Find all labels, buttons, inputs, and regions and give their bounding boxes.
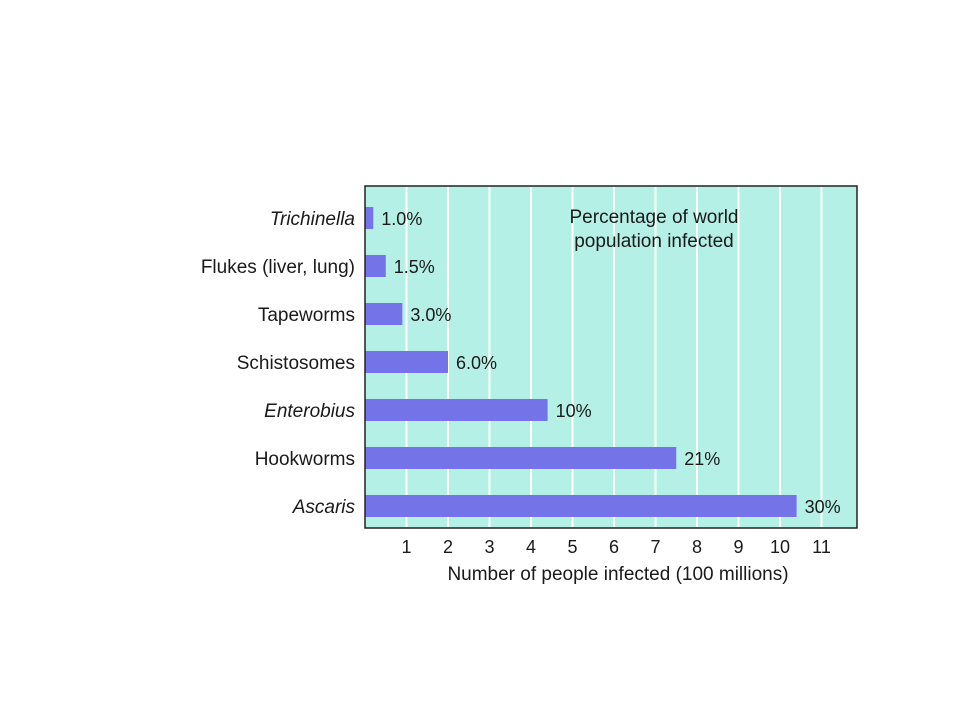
x-tick-label: 2 xyxy=(443,537,453,557)
x-tick-label: 6 xyxy=(609,537,619,557)
bar-value-label: 30% xyxy=(805,497,841,517)
plot-frame xyxy=(364,185,858,529)
x-tick-labels: 1 2 3 4 5 6 7 8 9 10 11 xyxy=(401,537,830,557)
bar xyxy=(365,399,548,421)
bar xyxy=(365,303,403,325)
category-labels: Trichinella Flukes (liver, lung) Tapeworms… xyxy=(201,209,356,518)
x-tick-label: 9 xyxy=(733,537,743,557)
x-tick-label: 5 xyxy=(567,537,577,557)
bar-value-label: 1.0% xyxy=(381,209,422,229)
bar-value-label: 10% xyxy=(556,401,592,421)
x-tick-label: 4 xyxy=(526,537,536,557)
data-labels: 1.0% 1.5% 3.0% 6.0% 10% 21% 30% xyxy=(381,209,840,517)
bar-value-label: 3.0% xyxy=(410,305,451,325)
x-tick-label: 8 xyxy=(692,537,702,557)
x-tick-label: 10 xyxy=(770,537,790,557)
bar xyxy=(365,351,448,373)
x-tick-label: 3 xyxy=(484,537,494,557)
bar xyxy=(365,255,386,277)
category-label: Tapeworms xyxy=(258,305,355,326)
category-label: Enterobius xyxy=(264,401,355,422)
category-label: Flukes (liver, lung) xyxy=(201,257,355,278)
x-tick-label: 1 xyxy=(401,537,411,557)
x-axis-label: Number of people infected (100 millions) xyxy=(447,564,788,585)
category-label: Hookworms xyxy=(255,449,355,470)
bar xyxy=(365,207,374,229)
bar xyxy=(365,495,797,517)
chart-annotation: Percentage of world population infected xyxy=(570,207,739,252)
bar-value-label: 1.5% xyxy=(394,257,435,277)
bar-value-label: 6.0% xyxy=(456,353,497,373)
x-tick-label: 7 xyxy=(650,537,660,557)
bar xyxy=(365,447,677,469)
category-label: Ascaris xyxy=(292,497,356,518)
x-tick-label: 11 xyxy=(812,537,831,557)
bars xyxy=(365,207,797,517)
category-label: Trichinella xyxy=(270,209,355,230)
bar-value-label: 21% xyxy=(684,449,720,469)
category-label: Schistosomes xyxy=(237,353,355,374)
